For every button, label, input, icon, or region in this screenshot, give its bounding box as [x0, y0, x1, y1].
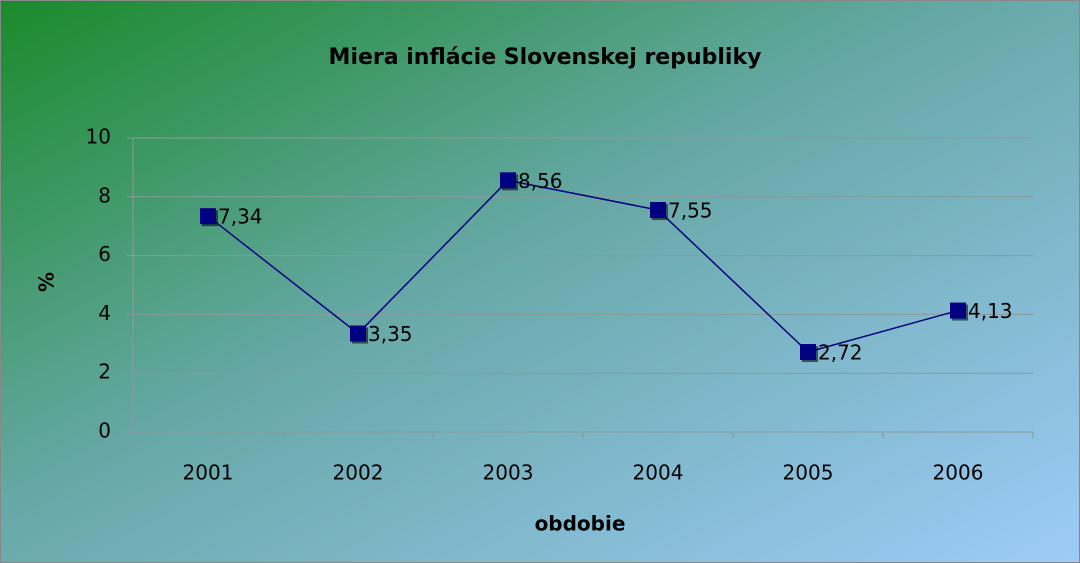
data-label: 7,34: [218, 205, 263, 229]
marker: [650, 202, 666, 219]
y-tick-label: 0: [98, 419, 111, 443]
data-label: 7,55: [668, 199, 713, 223]
marker: [350, 325, 366, 342]
data-label: 2,72: [818, 341, 863, 365]
data-label: 8,56: [518, 169, 563, 193]
x-tick-label: 2005: [783, 461, 834, 485]
x-tick-label: 2004: [633, 461, 684, 485]
x-tick-label: 2001: [183, 461, 234, 485]
x-tick-label: 2006: [933, 461, 984, 485]
y-tick-label: 6: [98, 242, 111, 266]
chart-title: Miera inflácie Slovenskej republiky: [329, 45, 762, 70]
marker: [800, 344, 816, 361]
x-axis-label: obdobie: [535, 512, 626, 536]
y-tick-label: 4: [98, 301, 111, 325]
series-line: [207, 179, 959, 353]
y-tick-label: 2: [98, 360, 111, 384]
marker: [950, 302, 966, 319]
x-tick-label: 2003: [483, 461, 534, 485]
y-tick-label: 8: [98, 183, 111, 207]
data-label: 3,35: [368, 322, 413, 346]
y-tick-label: 10: [86, 125, 111, 149]
marker: [500, 172, 516, 189]
y-axis-label: %: [35, 272, 59, 292]
data-label: 4,13: [968, 299, 1013, 323]
x-tick-label: 2002: [333, 461, 384, 485]
marker: [200, 208, 216, 225]
